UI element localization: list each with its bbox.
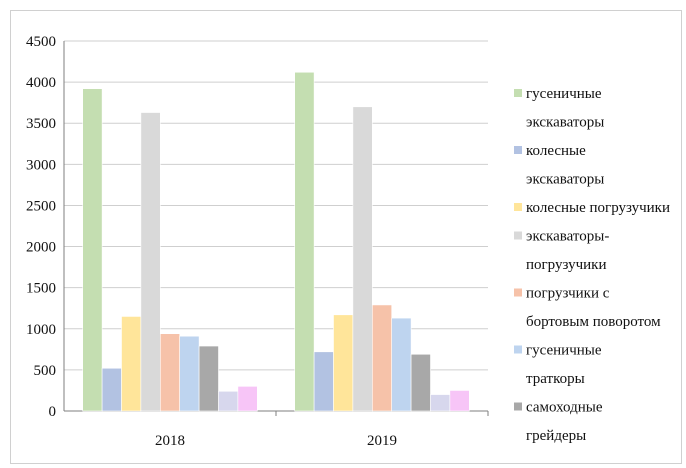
bar-4-2019	[371, 304, 392, 412]
legend-text-8: бортовым поворотом	[526, 314, 661, 330]
y-tick-label-6: 3000	[26, 157, 56, 173]
bar-3-2018	[140, 112, 161, 412]
bar-4-2018	[160, 333, 181, 412]
bar-5-2019	[391, 317, 412, 412]
y-tick-label-5: 2500	[26, 198, 56, 214]
x-tick-label-1: 2019	[367, 433, 397, 449]
legend-text-9: гусеничные	[526, 343, 602, 359]
bar-8-2018	[237, 386, 258, 412]
x-tick-label-0: 2018	[155, 433, 185, 449]
legend-marker-11	[514, 402, 522, 411]
legend-marker-7	[514, 288, 522, 297]
legend-marker-2	[514, 146, 522, 154]
y-tick-label-1: 500	[34, 363, 57, 379]
legend-text-7: погрузчики с	[526, 286, 610, 302]
legend-text-3: экскаваторы	[526, 172, 604, 188]
legend-text-0: гусеничные	[526, 86, 602, 102]
bar-3-2019	[352, 106, 373, 412]
y-tick-label-0: 0	[49, 404, 57, 420]
legend-text-1: экскаваторы	[526, 115, 604, 131]
bar-6-2018	[198, 345, 219, 412]
bar-5-2018	[179, 335, 200, 412]
bar-0-2019	[294, 71, 315, 412]
legend-text-11: самоходные	[526, 400, 603, 416]
bar-8-2019	[449, 390, 470, 412]
bar-1-2019	[313, 351, 334, 412]
bar-7-2018	[218, 390, 239, 412]
legend-text-6: погрузучики	[526, 257, 606, 273]
y-tick-label-2: 1000	[26, 322, 56, 338]
legend-marker-9	[514, 345, 522, 354]
y-tick-label-3: 1500	[26, 281, 56, 297]
legend-text-4: колесные погрузучики	[526, 200, 670, 216]
legend-marker-4	[514, 203, 522, 211]
legend-text-12: грейдеры	[526, 428, 586, 444]
bar-6-2019	[410, 353, 431, 412]
bar-1-2018	[101, 367, 122, 412]
legend-text-10: траткоры	[526, 371, 585, 387]
y-tick-label-9: 4500	[26, 34, 56, 50]
legend-text-2: колесные	[526, 143, 586, 159]
bar-2-2019	[333, 314, 354, 412]
legend-marker-0	[514, 89, 522, 97]
bar-2-2018	[121, 316, 142, 412]
y-tick-label-4: 2000	[26, 240, 56, 256]
legend-marker-5	[514, 231, 522, 240]
legend-text-5: экскаваторы-	[526, 229, 609, 245]
bar-7-2019	[430, 394, 451, 412]
bar-0-2018	[82, 88, 103, 412]
y-tick-label-8: 4000	[26, 75, 56, 91]
y-tick-label-7: 3500	[26, 116, 56, 132]
